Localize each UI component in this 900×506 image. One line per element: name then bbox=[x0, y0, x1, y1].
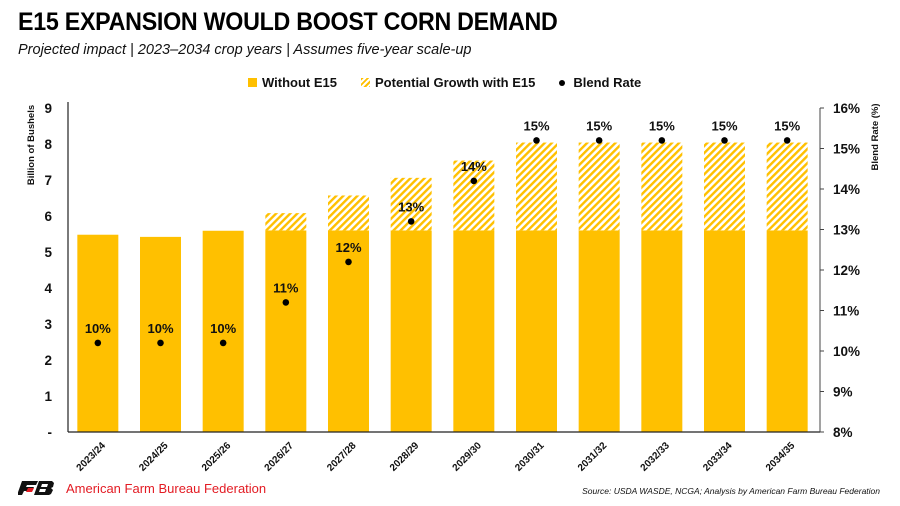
x-tick-label: 2025/26 bbox=[200, 440, 234, 474]
blend-rate-point bbox=[721, 137, 728, 144]
blend-rate-label: 15% bbox=[774, 118, 800, 133]
x-tick-label: 2034/35 bbox=[764, 440, 798, 474]
bar-without-e15 bbox=[641, 230, 683, 432]
bar-without-e15 bbox=[453, 230, 495, 432]
y-tick-label: 5 bbox=[44, 245, 52, 260]
y-tick-label: 1 bbox=[44, 389, 52, 404]
org-name: American Farm Bureau Federation bbox=[66, 480, 267, 496]
bar-without-e15 bbox=[265, 230, 307, 432]
dot-marker-icon bbox=[559, 79, 566, 86]
x-tick-label: 2033/34 bbox=[701, 440, 735, 474]
blend-rate-label: 15% bbox=[586, 118, 612, 133]
y-tick-label: 2 bbox=[44, 353, 52, 368]
legend-item-blend-rate: Blend Rate bbox=[559, 75, 641, 90]
blend-rate-point bbox=[157, 339, 164, 347]
x-tick-label: 2023/24 bbox=[75, 440, 109, 474]
legend-item-growth-with-e15: Potential Growth with E15 bbox=[361, 75, 535, 90]
x-tick-label: 2032/33 bbox=[639, 440, 673, 474]
bar-growth-with-e15 bbox=[453, 160, 495, 231]
blend-rate-layer: 10% 10% 10% 11% 12% 13% 14% 15% 15% 15% 15% 15% bbox=[85, 118, 801, 347]
y-tick-label: - bbox=[48, 425, 53, 440]
bar-without-e15 bbox=[578, 230, 620, 432]
blend-rate-point bbox=[658, 137, 666, 144]
legend: Without E15 Potential Growth with E15 Bl… bbox=[248, 75, 665, 90]
y2-tick-label: 11% bbox=[833, 304, 859, 319]
blend-rate-label: 13% bbox=[398, 199, 424, 214]
legend-label: Blend Rate bbox=[573, 75, 642, 90]
bar-without-e15 bbox=[390, 230, 432, 432]
bar-without-e15 bbox=[202, 230, 244, 432]
blend-rate-point bbox=[94, 339, 102, 347]
bar-without-e15 bbox=[77, 234, 119, 432]
x-tick-label: 2026/27 bbox=[263, 440, 297, 474]
blend-rate-point bbox=[407, 218, 415, 225]
y-tick-label: 3 bbox=[44, 317, 52, 332]
x-tick-label: 2030/31 bbox=[513, 440, 547, 474]
bar-growth-with-e15 bbox=[516, 142, 557, 231]
bar-growth-with-e15 bbox=[766, 142, 808, 231]
blend-rate-point bbox=[595, 137, 603, 144]
legend-label: Without E15 bbox=[262, 75, 337, 90]
blend-rate-label: 11% bbox=[273, 280, 299, 295]
y2-tick-label: 10% bbox=[833, 344, 860, 359]
blend-rate-label: 10% bbox=[210, 321, 236, 336]
bar-without-e15 bbox=[766, 230, 808, 432]
blend-rate-label: 15% bbox=[649, 118, 675, 133]
y-tick-label: 9 bbox=[44, 101, 52, 116]
y2-tick-label: 9% bbox=[833, 385, 853, 400]
x-tick-label: 2027/28 bbox=[325, 440, 359, 474]
blend-rate-point bbox=[345, 258, 352, 266]
blend-rate-label: 14% bbox=[461, 159, 487, 174]
y-tick-label: 7 bbox=[44, 173, 52, 188]
solid-square-swatch-icon bbox=[248, 78, 257, 87]
blend-rate-point bbox=[282, 299, 290, 306]
blend-rate-point bbox=[533, 137, 540, 144]
blend-rate-label: 10% bbox=[85, 321, 111, 336]
y2-tick-label: 14% bbox=[833, 182, 860, 197]
blend-rate-label: 10% bbox=[147, 321, 173, 336]
x-tick-label: 2024/25 bbox=[137, 440, 171, 474]
y2-tick-label: 13% bbox=[833, 223, 860, 238]
y2-axis-title: Blend Rate (%) bbox=[870, 103, 881, 170]
source-note: Source: USDA WASDE, NCGA; Analysis by Am… bbox=[582, 486, 880, 496]
x-tick-label: 2029/30 bbox=[451, 440, 485, 474]
y-axis-title: Billion of Bushels bbox=[26, 105, 37, 185]
y2-tick-label: 12% bbox=[833, 263, 860, 278]
blend-rate-label: 12% bbox=[335, 240, 361, 255]
bar-growth-with-e15 bbox=[265, 213, 307, 231]
blend-rate-point bbox=[783, 137, 791, 144]
bar-growth-with-e15 bbox=[578, 142, 620, 231]
blend-rate-point bbox=[470, 177, 478, 185]
bar-without-e15 bbox=[140, 236, 181, 432]
y2-tick-label: 16% bbox=[833, 101, 860, 116]
hatched-swatch-icon bbox=[361, 78, 370, 87]
chart-subtitle: Projected impact | 2023–2034 crop years … bbox=[18, 42, 472, 58]
afbf-logo: American Farm Bureau Federation bbox=[18, 480, 266, 496]
fb-logo-icon bbox=[18, 481, 54, 495]
y-tick-label: 4 bbox=[44, 281, 52, 296]
bars-layer bbox=[77, 142, 808, 432]
bar-growth-with-e15 bbox=[328, 195, 369, 231]
bar-growth-with-e15 bbox=[704, 142, 745, 231]
bar-without-e15 bbox=[704, 230, 745, 432]
y2-tick-label: 8% bbox=[833, 425, 853, 440]
blend-rate-label: 15% bbox=[711, 118, 737, 133]
y-tick-label: 6 bbox=[44, 209, 52, 224]
blend-rate-label: 15% bbox=[523, 118, 549, 133]
y2-tick-label: 15% bbox=[833, 142, 860, 157]
blend-rate-point bbox=[219, 339, 227, 347]
x-tick-label: 2028/29 bbox=[388, 440, 422, 474]
bar-growth-with-e15 bbox=[641, 142, 683, 231]
y-tick-label: 8 bbox=[44, 137, 52, 152]
bar-without-e15 bbox=[516, 230, 557, 432]
chart-title: E15 EXPANSION WOULD BOOST CORN DEMAND bbox=[18, 8, 558, 36]
x-tick-label: 2031/32 bbox=[576, 440, 610, 474]
legend-item-without-e15: Without E15 bbox=[248, 75, 337, 90]
legend-label: Potential Growth with E15 bbox=[375, 75, 536, 90]
